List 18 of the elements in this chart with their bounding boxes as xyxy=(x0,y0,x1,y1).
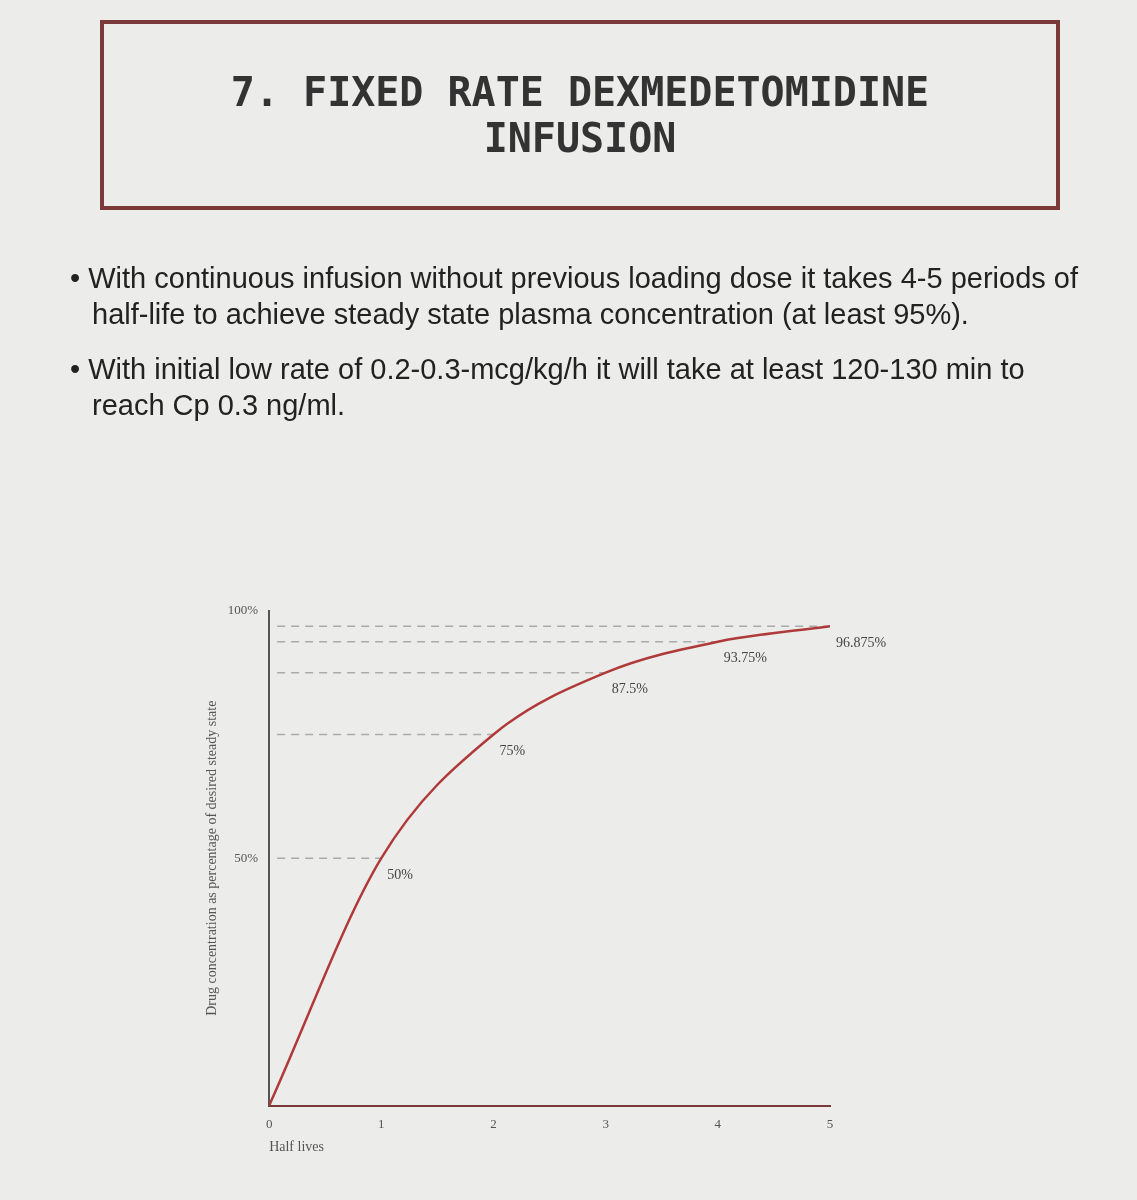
x-tick-label: 4 xyxy=(714,1115,722,1131)
x-tick-label: 3 xyxy=(602,1115,609,1131)
x-tick-label: 2 xyxy=(490,1115,497,1131)
data-label: 93.75% xyxy=(723,650,768,666)
line-series xyxy=(269,625,830,1106)
x-tick-label: 1 xyxy=(378,1115,385,1131)
x-axis-title: Half lives xyxy=(269,1139,324,1155)
data-label: 75% xyxy=(499,743,526,759)
y-tick-label: 100% xyxy=(227,602,259,618)
text: • With initial low rate of 0.2-0.3-mcg/kg/h it will take at least 120-130 min to reach Cp 0.3 ng/ml. xyxy=(70,351,1026,423)
chart-title: 7. FIXED RATE DEXMEDETOMIDINE INFUSION xyxy=(100,20,1060,210)
y-axis-title: Drug concentration as percentage of desired steady state xyxy=(204,700,220,1016)
x-tick-label: 0 xyxy=(265,1115,273,1131)
data-label: 50% xyxy=(387,866,414,882)
data-label: 87.5% xyxy=(611,681,649,697)
data-label: 96.875% xyxy=(836,634,887,650)
x-tick-label: 5 xyxy=(826,1115,834,1131)
text: • With continuous infusion without previous loading dose it takes 4-5 periods of half-life to achieve steady state plasma concentration (at least 95%). xyxy=(70,261,1079,333)
